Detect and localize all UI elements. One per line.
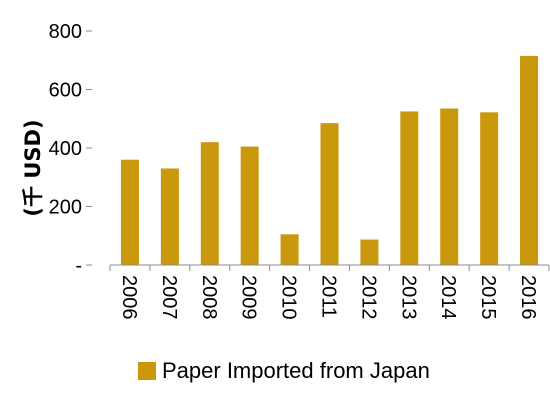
bar xyxy=(280,234,299,265)
x-tick-label: 2015 xyxy=(477,275,499,320)
x-tick-label: 2010 xyxy=(278,275,300,320)
y-axis-label: (千 USD) xyxy=(21,119,45,216)
bars xyxy=(120,55,539,265)
bar xyxy=(480,112,499,265)
y-tick-label: 200 xyxy=(49,197,82,219)
x-tick-label: 2012 xyxy=(357,275,379,320)
bar xyxy=(200,142,219,265)
bar xyxy=(320,123,339,265)
y-tick-label: - xyxy=(75,255,82,277)
y-tick-label: 800 xyxy=(49,21,82,43)
bar xyxy=(120,159,139,265)
y-tick-label: 600 xyxy=(49,80,82,102)
x-tick-label: 2007 xyxy=(158,275,180,320)
bar xyxy=(400,111,419,265)
legend-label: Paper Imported from Japan xyxy=(162,358,430,383)
bar xyxy=(520,55,539,265)
y-tick-label: 400 xyxy=(49,138,82,160)
bar xyxy=(440,108,459,265)
x-tick-label: 2006 xyxy=(118,275,140,320)
x-axis-ticks: 2006 2007 2008 2009 2010 2011 2012 2013 2014 2015… xyxy=(109,265,550,320)
x-tick-label: 2016 xyxy=(517,275,539,320)
bar xyxy=(160,168,179,265)
x-tick-label: 2011 xyxy=(318,275,340,318)
x-tick-label: 2014 xyxy=(437,275,459,320)
bar xyxy=(360,239,379,265)
legend-swatch xyxy=(138,362,156,380)
bar xyxy=(240,146,259,265)
x-tick-label: 2009 xyxy=(238,275,260,320)
x-tick-label: 2008 xyxy=(198,275,220,320)
legend: Paper Imported from Japan xyxy=(138,358,430,384)
x-tick-label: 2013 xyxy=(397,275,419,320)
y-axis-ticks: - 200 400 600 800 xyxy=(49,21,92,277)
